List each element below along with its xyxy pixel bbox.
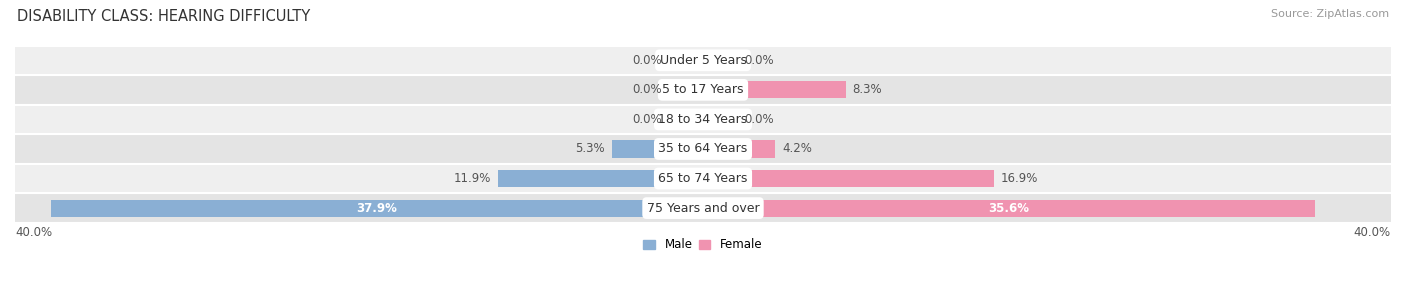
Text: 11.9%: 11.9% [454, 172, 492, 185]
Text: 4.2%: 4.2% [782, 142, 813, 156]
Bar [612, 140, 703, 158]
Text: 8.3%: 8.3% [852, 83, 883, 96]
Bar [703, 170, 994, 187]
Bar [703, 140, 775, 158]
Text: 0.0%: 0.0% [633, 54, 662, 67]
Text: Source: ZipAtlas.com: Source: ZipAtlas.com [1271, 9, 1389, 19]
Bar [51, 199, 703, 217]
Bar [15, 75, 1391, 105]
Text: 40.0%: 40.0% [15, 226, 52, 239]
Bar [15, 45, 1391, 75]
Text: 75 Years and over: 75 Years and over [647, 202, 759, 215]
Bar [498, 170, 703, 187]
Bar [15, 134, 1391, 164]
Bar [669, 52, 703, 69]
Bar [15, 164, 1391, 193]
Text: 18 to 34 Years: 18 to 34 Years [658, 113, 748, 126]
Text: 16.9%: 16.9% [1001, 172, 1038, 185]
Text: 35.6%: 35.6% [988, 202, 1029, 215]
Legend: Male, Female: Male, Female [638, 234, 768, 256]
Text: Under 5 Years: Under 5 Years [659, 54, 747, 67]
Text: 40.0%: 40.0% [1354, 226, 1391, 239]
Bar [703, 111, 737, 128]
Text: DISABILITY CLASS: HEARING DIFFICULTY: DISABILITY CLASS: HEARING DIFFICULTY [17, 9, 311, 24]
Bar [703, 52, 737, 69]
Text: 5.3%: 5.3% [575, 142, 605, 156]
Bar [669, 111, 703, 128]
Text: 0.0%: 0.0% [744, 54, 773, 67]
Bar [669, 81, 703, 99]
Text: 35 to 64 Years: 35 to 64 Years [658, 142, 748, 156]
Bar [15, 105, 1391, 134]
Text: 5 to 17 Years: 5 to 17 Years [662, 83, 744, 96]
Text: 0.0%: 0.0% [633, 113, 662, 126]
Bar [703, 81, 846, 99]
Bar [703, 199, 1316, 217]
Text: 65 to 74 Years: 65 to 74 Years [658, 172, 748, 185]
Bar [15, 193, 1391, 223]
Text: 0.0%: 0.0% [744, 113, 773, 126]
Text: 0.0%: 0.0% [633, 83, 662, 96]
Text: 37.9%: 37.9% [357, 202, 398, 215]
